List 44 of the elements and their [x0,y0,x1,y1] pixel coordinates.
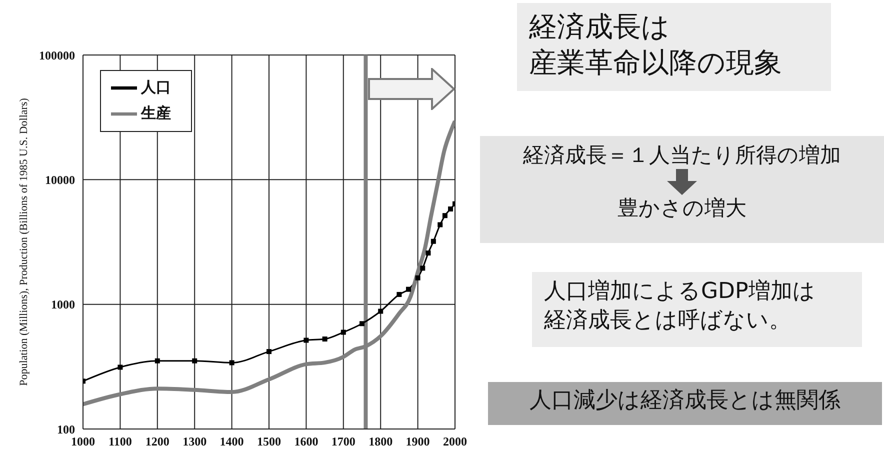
point [266,349,272,354]
x-tick-label: 1600 [294,434,318,449]
point [360,321,364,326]
point [420,266,426,271]
x-tick-label: 1100 [108,434,132,449]
point [448,206,454,212]
point [229,360,234,366]
x-tick-label: 1400 [220,434,244,449]
text: 豊かさの増大 [616,195,748,222]
x-tick-label: 1800 [368,434,393,449]
x-tick-label: 1200 [145,434,170,449]
point [192,358,198,364]
text: 人口減少は経済成長とは無関係 [528,387,842,415]
y-tick-label: 1000 [51,298,75,312]
point [415,275,420,280]
point [118,364,123,370]
point [304,338,309,343]
y-tick-label: 100 [57,422,75,436]
y-tick-label: 10000 [45,172,75,187]
y-axis-title: Population (Millions), Production (Billions of 1985 U.S. Dollars) [18,98,30,386]
point [406,286,411,292]
point [154,358,160,364]
legend-label: 人口 [141,78,171,96]
text: 経済成長＝１人当たり所得の増加 [522,142,842,169]
point [396,292,402,297]
y-tick-label: 100000 [39,48,75,62]
x-tick-label: 1300 [182,434,207,449]
legend-label: 生産 [141,104,171,122]
point [340,330,346,335]
text: 産業革命以降の現象 [529,45,783,82]
point [430,238,436,244]
x-tick-label: 1900 [406,434,430,449]
point [378,308,384,314]
point [442,213,448,218]
text: 経済成長とは呼ばない。 [544,306,792,335]
text: 経済成長は [529,9,671,45]
x-tick-label: 2000 [443,434,467,449]
text: 人口増加によるGDP増加は [544,278,816,306]
x-tick-label: 1700 [331,434,356,449]
point [322,336,328,342]
x-tick-label: 1500 [257,434,281,449]
point [438,222,443,228]
x-tick-label: 1000 [71,434,95,449]
point [426,250,431,256]
